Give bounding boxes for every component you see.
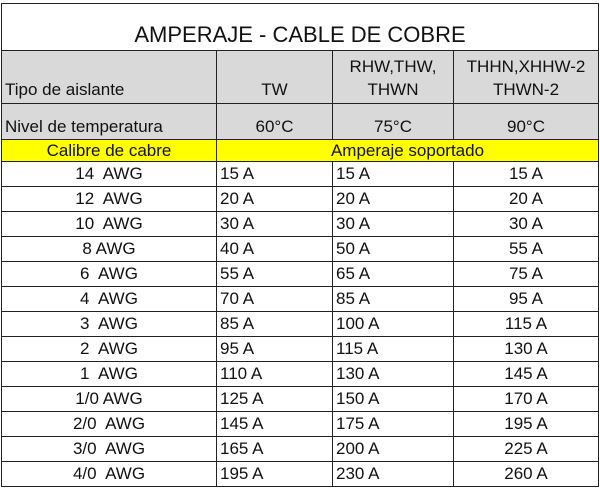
gauge-cell: 4/0 AWG [1,461,217,487]
section-row: Calibre de cabre Amperaje soportado [1,139,599,162]
table-row: 14 AWG 15 A 15 A 15 A [1,161,599,187]
gauge-cell: 12 AWG [1,186,217,212]
temperature-thhn: 90°C [453,103,599,140]
tw-cell: 145 A [216,411,333,437]
header-thhn: THHN,XHHW-2 THWN-2 [453,50,599,104]
temperature-tw: 60°C [216,103,333,140]
gauge-cell: 3 AWG [1,311,217,337]
thw-cell: 175 A [332,411,454,437]
table-row: 3 AWG 85 A 100 A 115 A [1,311,599,337]
thhn-cell: 75 A [453,261,599,287]
table-row: 4/0 AWG 195 A 230 A 260 A [1,461,599,487]
header-thw-line2: THWN [367,80,419,99]
thhn-cell: 195 A [453,411,599,437]
header-thw: RHW,THW, THWN [332,50,454,104]
gauge-cell: 1 AWG [1,361,217,387]
tw-cell: 40 A [216,236,333,262]
temperature-thw: 75°C [332,103,454,140]
insulation-row: Tipo de aislante TW RHW,THW, THWN THHN,XH… [1,50,599,104]
thw-cell: 20 A [332,186,454,212]
gauge-cell: 3/0 AWG [1,436,217,462]
thw-cell: 15 A [332,161,454,187]
header-thhn-line1: THHN,XHHW-2 [466,57,586,76]
thw-cell: 230 A [332,461,454,487]
table-row: 12 AWG 20 A 20 A 20 A [1,186,599,212]
thhn-cell: 130 A [453,336,599,362]
tw-cell: 20 A [216,186,333,212]
gauge-cell: 1/0 AWG [1,386,217,412]
gauge-cell: 8 AWG [1,236,217,262]
temperature-row: Nivel de temperatura 60°C 75°C 90°C [1,103,599,140]
gauge-cell: 10 AWG [1,211,217,237]
thhn-cell: 95 A [453,286,599,312]
thhn-cell: 20 A [453,186,599,212]
thhn-cell: 225 A [453,436,599,462]
table-row: 2/0 AWG 145 A 175 A 195 A [1,411,599,437]
table-row: 10 AWG 30 A 30 A 30 A [1,211,599,237]
thw-cell: 130 A [332,361,454,387]
gauge-cell: 14 AWG [1,161,217,187]
thhn-cell: 260 A [453,461,599,487]
gauge-cell: 6 AWG [1,261,217,287]
tw-cell: 110 A [216,361,333,387]
thhn-cell: 15 A [453,161,599,187]
thhn-cell: 115 A [453,311,599,337]
table-row: 1/0 AWG 125 A 150 A 170 A [1,386,599,412]
header-tw-line: TW [261,80,288,99]
table-row: 1 AWG 110 A 130 A 145 A [1,361,599,387]
tw-cell: 55 A [216,261,333,287]
thw-cell: 85 A [332,286,454,312]
title-row: AMPERAJE - CABLE DE COBRE [1,3,599,51]
thhn-cell: 145 A [453,361,599,387]
tw-cell: 30 A [216,211,333,237]
header-thhn-line2: THWN-2 [492,80,560,99]
thw-cell: 30 A [332,211,454,237]
gauge-cell: 2/0 AWG [1,411,217,437]
tw-cell: 70 A [216,286,333,312]
table-row: 4 AWG 70 A 85 A 95 A [1,286,599,312]
thhn-cell: 55 A [453,236,599,262]
gauge-header: Calibre de cabre [1,139,217,162]
thhn-cell: 170 A [453,386,599,412]
header-tw: TW [216,50,333,104]
thw-cell: 150 A [332,386,454,412]
ampacity-table: AMPERAJE - CABLE DE COBRE Tipo de aislan… [1,3,599,487]
top-strip [0,0,600,3]
thw-cell: 100 A [332,311,454,337]
gauge-cell: 4 AWG [1,286,217,312]
thw-cell: 50 A [332,236,454,262]
tw-cell: 95 A [216,336,333,362]
ampacity-header: Amperaje soportado [216,139,599,162]
tw-cell: 125 A [216,386,333,412]
thhn-cell: 30 A [453,211,599,237]
header-thw-line1: RHW,THW, [349,57,437,76]
table-row: 2 AWG 95 A 115 A 130 A [1,336,599,362]
tw-cell: 195 A [216,461,333,487]
table-row: 8 AWG 40 A 50 A 55 A [1,236,599,262]
tw-cell: 15 A [216,161,333,187]
insulation-label: Tipo de aislante [1,50,217,104]
thw-cell: 65 A [332,261,454,287]
table-row: 6 AWG 55 A 65 A 75 A [1,261,599,287]
thw-cell: 115 A [332,336,454,362]
tw-cell: 165 A [216,436,333,462]
gauge-cell: 2 AWG [1,336,217,362]
thw-cell: 200 A [332,436,454,462]
table-title: AMPERAJE - CABLE DE COBRE [1,3,599,51]
tw-cell: 85 A [216,311,333,337]
temperature-label: Nivel de temperatura [1,103,217,140]
table-row: 3/0 AWG 165 A 200 A 225 A [1,436,599,462]
